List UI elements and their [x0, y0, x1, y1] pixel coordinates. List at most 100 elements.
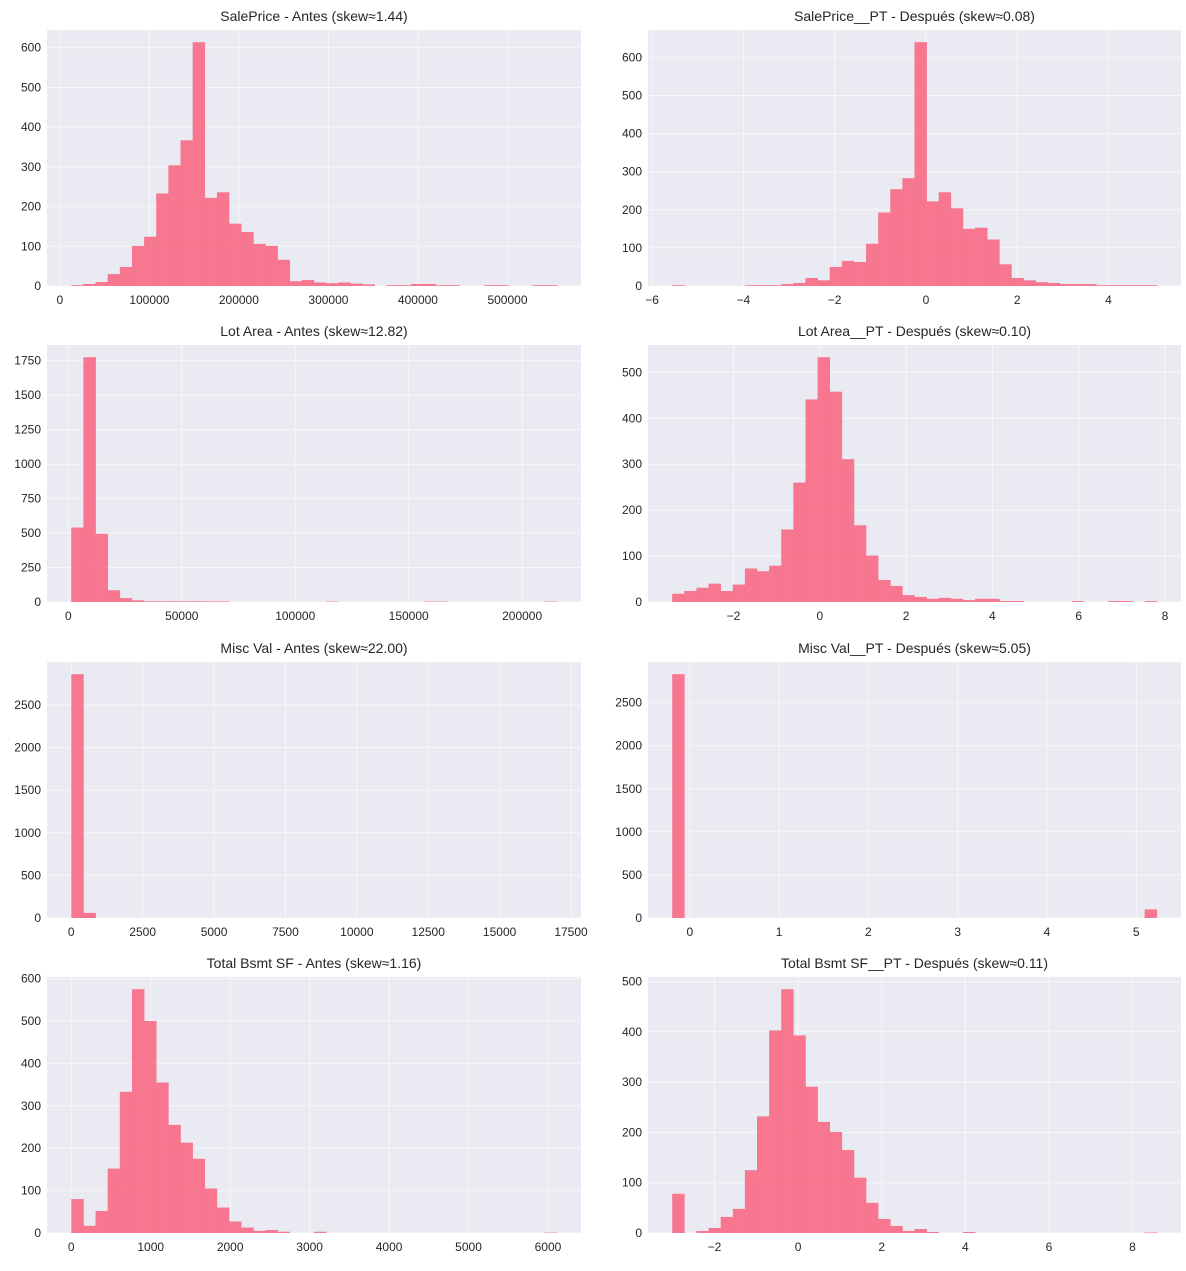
x-tick-label: 500000: [487, 293, 527, 307]
histogram-bar: [205, 601, 217, 602]
histogram-bar: [156, 601, 168, 602]
histogram-bar: [805, 278, 817, 286]
histogram-bar: [745, 1170, 757, 1233]
y-tick-label: 250: [21, 561, 41, 575]
histogram-bar: [672, 674, 684, 918]
histogram-bar: [890, 1226, 902, 1233]
x-tick-label: 17500: [554, 925, 588, 939]
y-tick-label: 600: [21, 41, 41, 55]
histogram-bar: [963, 229, 975, 286]
histogram-bar: [83, 284, 95, 286]
y-tick-label: 1500: [14, 783, 41, 797]
histogram-bar: [205, 198, 217, 286]
x-tick-label: 8: [1129, 1240, 1136, 1254]
histogram-bar: [866, 244, 878, 286]
histogram-bar: [757, 1116, 769, 1233]
y-tick-label: 2500: [14, 698, 41, 712]
histogram-bar: [757, 285, 769, 286]
axes-background: [47, 30, 581, 286]
chart-title: Misc Val__PT - Después (skew≈5.05): [798, 640, 1031, 656]
y-tick-label: 0: [34, 1226, 41, 1240]
histogram-bar: [830, 267, 842, 286]
histogram-bar: [987, 599, 999, 602]
histogram-bar: [253, 1231, 265, 1233]
axes-background: [47, 345, 581, 602]
x-tick-label: 15000: [483, 925, 517, 939]
axes-background: [648, 345, 1181, 602]
histogram-bar: [484, 285, 496, 286]
histogram-bar: [902, 595, 914, 602]
y-tick-label: 500: [21, 526, 41, 540]
histogram-bar: [854, 262, 866, 286]
histogram-bar: [927, 1232, 939, 1233]
histogram-bar: [975, 599, 987, 602]
x-tick-label: 4: [1044, 925, 1051, 939]
histogram-bar: [781, 529, 793, 602]
histogram-bar: [265, 1230, 277, 1233]
histogram-bar: [229, 224, 241, 286]
x-tick-label: 5: [1133, 925, 1140, 939]
x-tick-label: −2: [727, 609, 741, 623]
histogram-bar: [1072, 601, 1084, 602]
y-tick-label: 1000: [14, 826, 41, 840]
histogram-bar: [193, 1159, 205, 1233]
histogram-bar: [878, 212, 890, 286]
histogram-bar: [302, 280, 314, 286]
x-tick-label: −4: [737, 293, 751, 307]
x-tick-label: 400000: [398, 293, 438, 307]
x-tick-label: 1000: [137, 1240, 164, 1254]
histogram-bar: [193, 42, 205, 286]
histogram-bar: [96, 1211, 108, 1233]
axes-background: [648, 662, 1181, 918]
y-tick-label: 0: [34, 279, 41, 293]
x-tick-label: 4: [1105, 293, 1112, 307]
y-tick-label: 200: [21, 1141, 41, 1155]
y-tick-label: 100: [622, 549, 642, 563]
histogram-bar: [120, 598, 132, 602]
histogram-bar: [278, 1232, 290, 1233]
histogram-bar: [696, 1231, 708, 1233]
x-tick-label: 8: [1162, 609, 1169, 623]
histogram-bar: [168, 1125, 180, 1233]
y-tick-label: 100: [21, 239, 41, 253]
histogram-bar: [902, 178, 914, 286]
y-tick-label: 0: [635, 279, 642, 293]
x-tick-label: 50000: [165, 609, 199, 623]
histogram-bar: [217, 1208, 229, 1233]
histogram-bar: [350, 284, 362, 286]
x-tick-label: 10000: [340, 925, 374, 939]
y-tick-label: 0: [635, 595, 642, 609]
histogram-bar: [939, 192, 951, 286]
histogram-bar: [1084, 284, 1096, 286]
histogram-bar: [241, 1227, 253, 1233]
y-tick-label: 2000: [615, 739, 642, 753]
y-tick-label: 200: [622, 203, 642, 217]
histogram-bar: [96, 282, 108, 286]
histogram-bar: [672, 285, 684, 286]
histogram-bar: [915, 1229, 927, 1233]
y-tick-label: 200: [21, 200, 41, 214]
histogram-bar: [314, 282, 326, 286]
histogram-bar: [769, 1030, 781, 1233]
histogram-bar: [1120, 285, 1132, 286]
x-tick-label: 7500: [272, 925, 299, 939]
histogram-bar: [1060, 284, 1072, 286]
x-tick-label: 300000: [308, 293, 348, 307]
histogram-bar: [120, 267, 132, 286]
histogram-bar: [108, 590, 120, 602]
histogram-bar: [229, 1222, 241, 1233]
x-tick-label: 3: [954, 925, 961, 939]
histogram-bar: [1011, 278, 1023, 286]
histogram-bar: [1072, 284, 1084, 286]
histogram-bar: [132, 246, 144, 286]
histogram-bar: [1133, 285, 1145, 286]
y-tick-label: 2000: [14, 741, 41, 755]
x-tick-label: 0: [68, 925, 75, 939]
x-tick-label: 6: [1075, 609, 1082, 623]
y-tick-label: 1500: [615, 782, 642, 796]
histogram-bar: [1145, 909, 1157, 918]
histogram-bar: [193, 601, 205, 602]
y-tick-label: 600: [21, 972, 41, 986]
